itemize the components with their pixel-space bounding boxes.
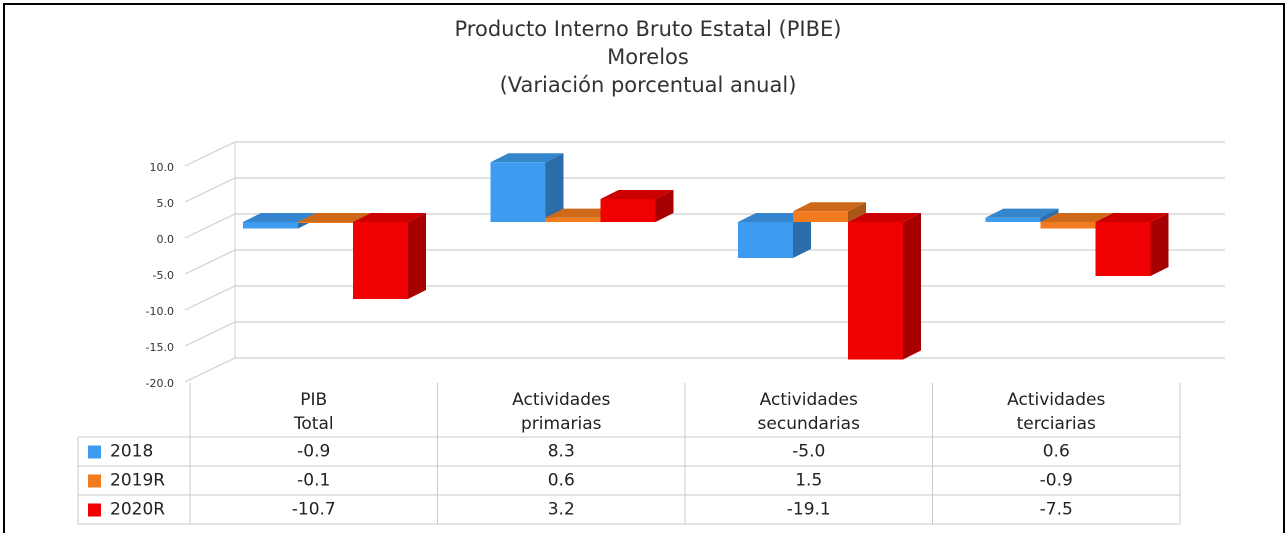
legend-label: 2018 [110,442,153,462]
chart-border [3,3,1285,533]
category-label-line: Total [293,414,334,434]
bar-top [490,153,564,163]
bar-front [738,222,793,258]
category-label: Actividades terciarias [1007,390,1105,434]
bar-front [985,217,1041,222]
bar-top [848,213,921,222]
bar-front [353,222,408,300]
legend-swatch [88,503,101,517]
legend-label: 2020R [110,500,165,520]
bar-side [655,189,674,222]
bar-front [298,222,353,223]
category-label: Actividades primarias [512,390,610,434]
bar [490,153,564,222]
data-table-value: -0.9 [1040,471,1073,491]
bar-top [243,213,316,222]
bar-front [545,217,601,222]
y-tick-label: 5.0 [157,197,175,210]
category-label-line: primarias [521,414,602,434]
bar-top [738,213,811,222]
data-table-value: -19.1 [787,500,831,520]
bar-side [903,213,921,360]
y-tick-label: -15.0 [146,341,174,354]
category-label-line: terciarias [1017,414,1096,434]
bar-side [848,202,866,222]
bar [600,189,674,222]
category-label: Actividades secundarias [758,390,861,434]
data-table-value: 1.5 [795,471,822,491]
legend-swatch [88,445,101,459]
bar-front [1040,222,1096,229]
data-table-value: -5.0 [792,442,825,462]
bar [353,213,426,300]
bar-side [1150,213,1169,276]
data-table-value: 3.2 [548,500,575,520]
bar-front [793,211,848,222]
chart-title: Producto Interno Bruto Estatal (PIBE) [455,17,842,41]
bar [848,213,921,360]
bar-top [298,213,371,222]
bar-top [1040,213,1114,222]
category-label-line: PIB [300,390,327,410]
bar [793,202,866,222]
category-label-line: Actividades [760,390,858,410]
bar-top [1095,213,1169,222]
y-tick-label: -20.0 [146,377,174,390]
bar-front [490,162,546,222]
bar-top [793,202,866,212]
data-table-value: -0.9 [297,442,330,462]
bar [985,208,1059,222]
bar-front [600,198,656,222]
data-table-value: 0.6 [1043,442,1070,462]
bar-top [353,213,426,222]
bar-side [545,153,564,222]
bar-side [793,213,811,258]
category-label-line: secundarias [758,414,861,434]
category-label-line: Actividades [1007,390,1105,410]
data-table-value: -0.1 [297,471,330,491]
y-tick-label: 0.0 [157,233,175,246]
bar-front [1095,222,1151,276]
data-table-value: -10.7 [292,500,336,520]
category-label: PIB Total [293,390,334,434]
bar-top [600,189,674,199]
chart-annotation: (Variación porcentual anual) [500,73,797,97]
bar-top [545,208,619,218]
bar-side [408,213,426,300]
data-table-value: 0.6 [548,471,575,491]
data-table-value: 8.3 [548,442,575,462]
legend-swatch [88,474,101,488]
category-label-line: Actividades [512,390,610,410]
bar [1095,213,1169,276]
bar [738,213,811,258]
legend-label: 2019R [110,471,165,491]
y-tick-label: 10.0 [150,161,175,174]
chart-subtitle: Morelos [607,45,689,69]
y-tick-label: -5.0 [153,269,174,282]
bar-front [243,222,298,229]
y-tick-label: -10.0 [146,305,174,318]
bar-side [1040,208,1059,222]
data-table-value: -7.5 [1040,500,1073,520]
bar-front [848,222,903,360]
bar-top [985,208,1059,218]
